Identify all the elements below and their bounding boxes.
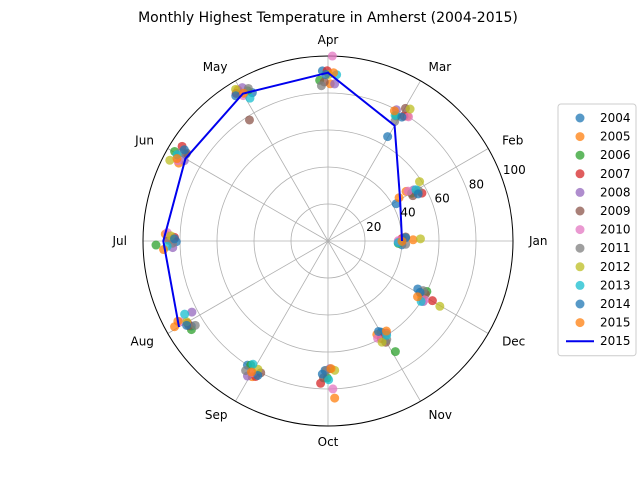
- line-series-2015: [162, 71, 403, 328]
- chart-title: Monthly Highest Temperature in Amherst (…: [138, 10, 518, 26]
- legend-label-2012: 2012: [600, 260, 631, 274]
- legend-label-2007: 2007: [600, 167, 631, 181]
- data-point-2014-feb: [413, 189, 423, 199]
- legend-marker-2011: [575, 243, 585, 253]
- data-point-2015-dec: [413, 292, 423, 302]
- angular-gridline: [327, 240, 489, 334]
- scatter-points: [151, 51, 445, 403]
- data-point-2010-oct: [328, 384, 338, 394]
- radial-tick-label: 80: [469, 177, 484, 191]
- data-point-2015-jan: [397, 236, 407, 246]
- data-point-2006-jul: [151, 240, 161, 250]
- legend-label-2004: 2004: [600, 111, 631, 125]
- data-point-2012-mar: [405, 104, 415, 114]
- month-label-feb: Feb: [502, 134, 523, 148]
- legend-marker-2007: [575, 169, 585, 179]
- legend-frame: [557, 103, 637, 357]
- month-label-may: May: [203, 60, 228, 74]
- radial-tick-label: 40: [400, 206, 415, 220]
- legend-marker-2009: [575, 206, 585, 216]
- legend-marker-2008: [575, 187, 585, 197]
- data-point-2013-oct: [324, 375, 334, 385]
- data-point-2014-aug: [182, 320, 192, 330]
- legend-marker-2013: [575, 280, 585, 290]
- month-label-sep: Sep: [205, 408, 228, 422]
- data-point-2010-feb: [403, 186, 413, 196]
- data-point-2013-sep: [248, 359, 258, 369]
- legend-label-line: 2015: [600, 334, 631, 348]
- data-point-2014-oct: [317, 369, 327, 379]
- month-label-apr: Apr: [318, 33, 339, 47]
- data-point-2012-feb: [415, 177, 425, 187]
- data-point-2012-dec: [435, 301, 445, 311]
- data-point-2013-may: [245, 93, 255, 103]
- data-point-2006-nov: [390, 347, 400, 357]
- radial-tick-label: 20: [366, 220, 381, 234]
- legend-label-2015: 2015: [600, 316, 631, 330]
- data-point-2014-jun: [179, 145, 189, 155]
- data-point-2004-mar: [383, 132, 393, 142]
- month-label-nov: Nov: [429, 408, 452, 422]
- month-label-jan: Jan: [528, 234, 548, 248]
- month-label-dec: Dec: [502, 335, 525, 349]
- month-label-jul: Jul: [112, 234, 127, 248]
- data-point-2012-may: [231, 84, 241, 94]
- legend: 2004 2005 2006 2007 2008 2009 2010 2011 2012 2013…: [557, 103, 637, 357]
- data-point-2008-aug: [187, 307, 197, 317]
- angular-gridline: [167, 148, 329, 242]
- legend-marker-2015: [575, 318, 585, 328]
- data-point-2005-jan: [408, 235, 418, 245]
- month-label-oct: Oct: [318, 435, 339, 449]
- legend-marker-2012: [575, 262, 585, 272]
- data-point-2012-jun: [165, 155, 175, 165]
- angular-gridline: [235, 80, 329, 242]
- legend-marker-2006: [575, 150, 585, 160]
- month-label-mar: Mar: [429, 60, 452, 74]
- data-point-2009-may: [244, 115, 254, 125]
- legend-label-2013: 2013: [600, 278, 631, 292]
- data-point-2015-nov: [381, 326, 391, 336]
- legend-label-2005: 2005: [600, 130, 631, 144]
- data-point-2014-jul: [169, 234, 179, 244]
- data-point-2008-apr: [330, 79, 340, 89]
- line-series: [162, 71, 403, 328]
- legend-marker-2010: [575, 225, 585, 235]
- angular-gridline: [327, 240, 421, 402]
- axis-labels: 20 40 60 80 100 Jan Feb Mar Apr May Jun Jul Aug Sep Oc…: [112, 33, 548, 449]
- data-point-2015-jun: [172, 154, 182, 164]
- legend-label-2009: 2009: [600, 204, 631, 218]
- data-point-2012-jan: [415, 234, 425, 244]
- data-point-2005-oct: [330, 393, 340, 403]
- radial-tick-label: 60: [435, 192, 450, 206]
- data-point-2012-nov: [377, 337, 387, 347]
- data-point-2010-apr: [327, 51, 337, 61]
- legend-label-2008: 2008: [600, 185, 631, 199]
- data-point-2015-mar: [389, 106, 399, 116]
- legend-label-2006: 2006: [600, 148, 631, 162]
- legend-marker-2014: [575, 299, 585, 309]
- legend-label-2011: 2011: [600, 241, 631, 255]
- data-point-2007-dec: [427, 296, 437, 306]
- month-label-jun: Jun: [134, 134, 154, 148]
- data-point-2014-mar: [397, 112, 407, 122]
- data-point-2014-nov: [374, 326, 384, 336]
- data-point-2011-apr: [316, 81, 326, 91]
- data-point-2015-oct: [326, 364, 336, 374]
- data-point-2013-aug: [180, 309, 190, 319]
- angular-gridline: [167, 240, 329, 334]
- legend-label-2010: 2010: [600, 223, 631, 237]
- legend-label-2014: 2014: [600, 297, 631, 311]
- month-label-aug: Aug: [130, 335, 153, 349]
- data-point-2010-mar: [404, 112, 414, 122]
- data-point-2011-aug: [190, 320, 200, 330]
- legend-marker-2004: [575, 113, 585, 123]
- data-point-2015-sep: [247, 367, 257, 377]
- legend-marker-2005: [575, 132, 585, 142]
- radial-tick-label: 100: [503, 163, 526, 177]
